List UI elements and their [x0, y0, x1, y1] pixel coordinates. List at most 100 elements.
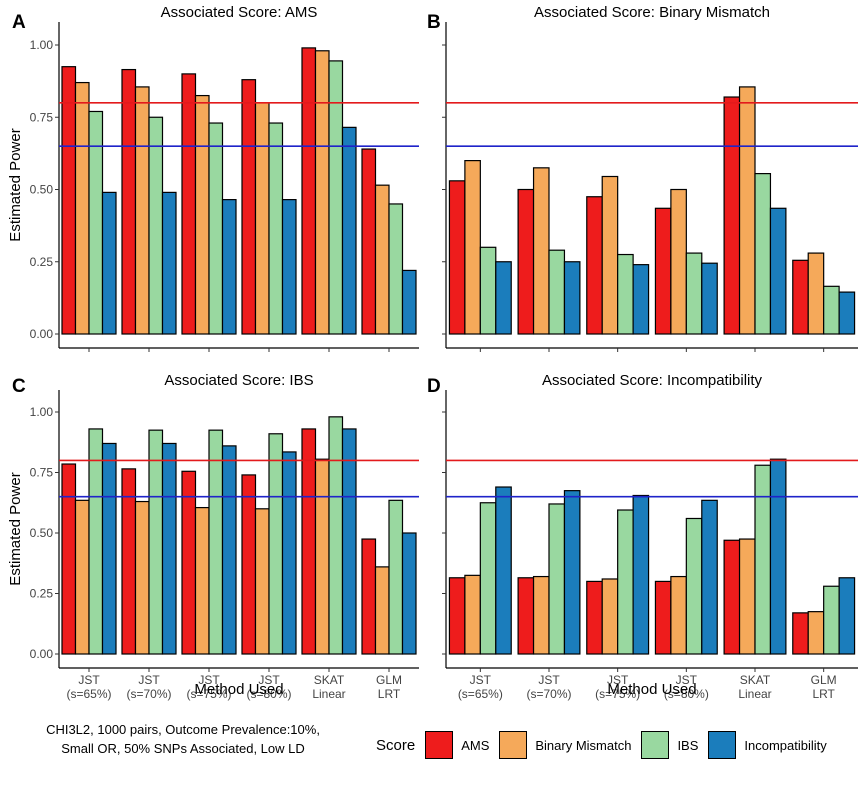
panel-b-bar-ams — [587, 197, 602, 334]
panel-a-y-axis-title: Estimated Power — [7, 128, 24, 241]
panel-c-bar-ibs — [329, 417, 343, 654]
panel-c-bar-binary-mismatch — [256, 509, 270, 654]
legend-label-incompatibility: Incompatibility — [744, 738, 826, 753]
panel-c-bar-ibs — [389, 500, 403, 654]
figure-caption: CHI3L2, 1000 pairs, Outcome Prevalence:1… — [18, 720, 348, 758]
panel-d-bar-ams — [724, 540, 739, 654]
panel-d-x-axis-title: Method Used — [607, 681, 696, 698]
panel-d-bar-ibs — [480, 503, 495, 654]
panel-a-bar-binary-mismatch — [316, 51, 330, 334]
legend-item-ams: AMS — [425, 731, 489, 759]
panel-a-bar-ams — [182, 74, 196, 334]
panel-a-bar-ibs — [269, 123, 283, 334]
panel-a-bar-ibs — [389, 204, 403, 334]
panel-b-bar-ibs — [480, 247, 495, 334]
panel-c-bar-binary-mismatch — [376, 567, 390, 654]
panel-d-bar-ibs — [618, 510, 633, 654]
panel-c-bar-ams — [302, 429, 316, 654]
panel-d-letter: D — [427, 376, 441, 397]
panel-d-x-tick-label-1: JST — [538, 673, 560, 687]
panel-c-bar-incompatibility — [163, 443, 177, 654]
panel-c-bar-binary-mismatch — [196, 508, 210, 654]
legend-label-ibs: IBS — [677, 738, 698, 753]
panel-d-bar-incompatibility — [770, 459, 785, 654]
panel-d-x-tick-label-1: GLM — [811, 673, 837, 687]
panel-a-y-tick-label: 0.25 — [30, 255, 54, 269]
panel-b-bar-binary-mismatch — [671, 190, 686, 335]
panel-b-title: Associated Score: Binary Mismatch — [534, 4, 770, 21]
panel-d-bar-ibs — [549, 504, 564, 654]
panel-d-bar-binary-mismatch — [534, 577, 549, 654]
panel-d-bar-binary-mismatch — [808, 612, 823, 654]
caption-line-1: CHI3L2, 1000 pairs, Outcome Prevalence:1… — [18, 720, 348, 739]
panel-c-bar-incompatibility — [283, 452, 297, 654]
figure-canvas: A Associated Score: AMS0.000.250.500.751.… — [0, 0, 858, 786]
panel-b-letter: B — [427, 12, 441, 33]
panel-c-x-tick-label-2: (s=70%) — [126, 687, 171, 701]
panel-b-bar-ams — [655, 208, 670, 334]
panel-b-bar-ibs — [549, 250, 564, 334]
panel-b-bar-incompatibility — [702, 263, 717, 334]
panel-c-x-tick-label-2: LRT — [378, 687, 401, 701]
legend-swatch-ibs — [641, 731, 669, 759]
caption-line-2: Small OR, 50% SNPs Associated, Low LD — [18, 739, 348, 758]
panel-a-bar-binary-mismatch — [376, 185, 390, 334]
panel-c-x-axis-title: Method Used — [194, 681, 283, 698]
panel-d-bar-ibs — [824, 586, 839, 654]
panel-d-title: Associated Score: Incompatibility — [542, 372, 763, 389]
panel-c-bar-ibs — [209, 430, 223, 654]
panel-c-bar-ams — [182, 471, 196, 654]
legend-swatch-ams — [425, 731, 453, 759]
panel-b-bar-ibs — [755, 174, 770, 334]
panel-b-bar-ams — [793, 260, 808, 334]
panel-a-bar-binary-mismatch — [76, 83, 90, 334]
panel-c-bar-ibs — [269, 434, 283, 654]
panel-b-bar-binary-mismatch — [740, 87, 755, 334]
panel-a-bar-ams — [302, 48, 316, 334]
panel-c-bar-incompatibility — [403, 533, 417, 654]
panel-a-y-tick-label: 0.00 — [30, 327, 54, 341]
panel-a-bar-incompatibility — [223, 200, 237, 334]
legend-item-binary-mismatch: Binary Mismatch — [499, 731, 631, 759]
panel-a-bar-ibs — [89, 111, 103, 334]
legend-item-incompatibility: Incompatibility — [708, 731, 826, 759]
panel-d-bar-binary-mismatch — [671, 577, 686, 654]
panel-c-bar-ibs — [89, 429, 103, 654]
panel-d-bar-ams — [793, 613, 808, 654]
panel-c-bar-ams — [242, 475, 256, 654]
panel-a-bar-binary-mismatch — [256, 103, 270, 334]
panel-d-x-tick-label-2: Linear — [738, 687, 771, 701]
panel-b-bar-ams — [449, 181, 464, 334]
panel-a-bar-incompatibility — [403, 270, 417, 334]
panel-b-bar-ams — [724, 97, 739, 334]
panel-c-letter: C — [12, 376, 26, 397]
panel-c-x-tick-label-2: Linear — [312, 687, 345, 701]
panel-c-y-tick-label: 0.75 — [30, 466, 54, 480]
panel-a-y-tick-label: 0.75 — [30, 110, 54, 124]
panel-d-x-tick-label-2: LRT — [812, 687, 835, 701]
panel-c-y-axis-title: Estimated Power — [7, 472, 24, 585]
panel-c-bar-binary-mismatch — [316, 459, 330, 654]
panel-c-title: Associated Score: IBS — [164, 372, 313, 389]
panel-c-x-tick-label-1: JST — [78, 673, 100, 687]
panel-c-x-tick-label-1: JST — [138, 673, 160, 687]
panel-b-bar-ibs — [686, 253, 701, 334]
panel-c-bar-incompatibility — [223, 446, 237, 654]
panel-d-bar-ams — [449, 578, 464, 654]
panel-d-bar-incompatibility — [702, 500, 717, 654]
panel-c-y-tick-label: 0.25 — [30, 587, 54, 601]
panel-a-bar-ams — [122, 70, 136, 334]
panel-d-bar-ibs — [686, 518, 701, 654]
panel-a-bar-incompatibility — [283, 200, 297, 334]
panel-c-x-tick-label-2: (s=65%) — [66, 687, 111, 701]
panel-b-bar-ibs — [618, 255, 633, 334]
panel-c-y-tick-label: 0.00 — [30, 647, 54, 661]
panel-b-bar-binary-mismatch — [602, 176, 617, 334]
panel-d-bar-incompatibility — [496, 487, 511, 654]
legend-label-ams: AMS — [461, 738, 489, 753]
panel-b-bar-incompatibility — [633, 265, 648, 334]
legend-swatch-binary-mismatch — [499, 731, 527, 759]
panel-c-x-tick-label-1: SKAT — [314, 673, 345, 687]
panel-a-bar-ibs — [149, 117, 163, 334]
panel-d-bar-binary-mismatch — [740, 539, 755, 654]
